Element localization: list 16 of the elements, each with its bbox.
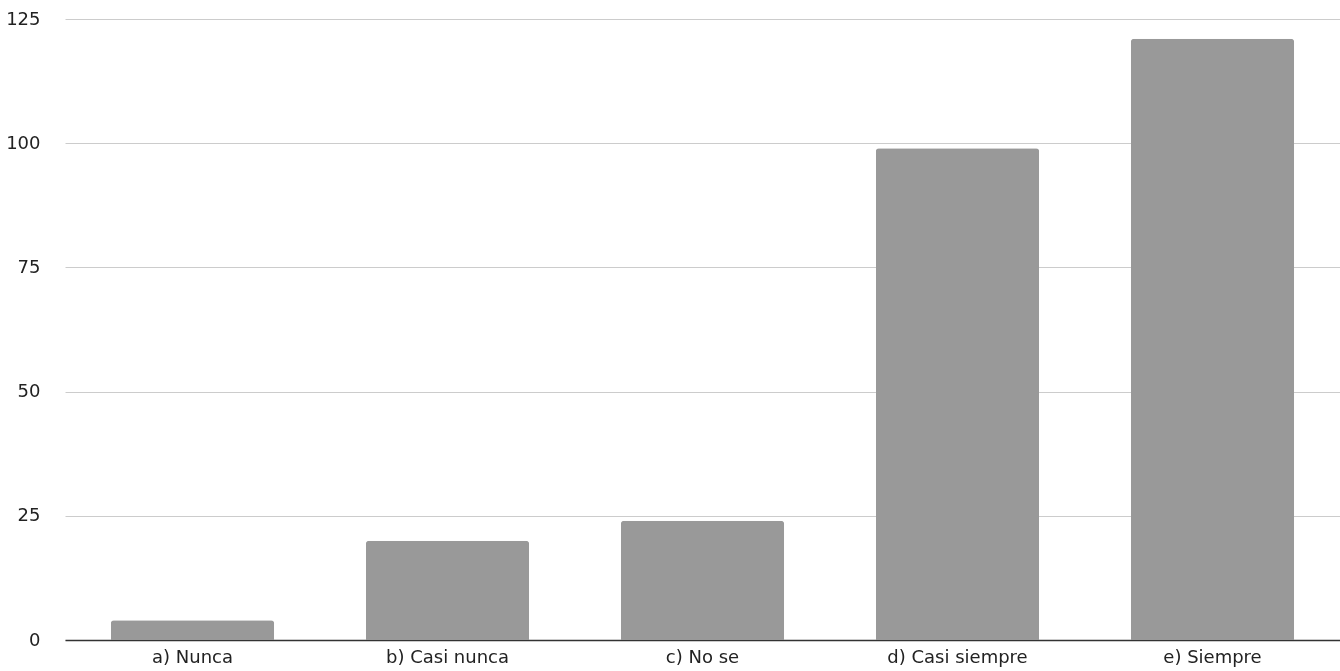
x-tick-label: c) No se xyxy=(665,645,740,667)
x-tick-label: a) Nunca xyxy=(152,645,233,667)
bar xyxy=(1130,38,1295,640)
x-tick-label: d) Casi siempre xyxy=(887,645,1028,667)
bar xyxy=(620,520,785,640)
bar xyxy=(110,620,275,640)
y-tick-label: 125 xyxy=(6,7,41,29)
x-tick-label: e) Siempre xyxy=(1163,645,1262,667)
y-tick-label: 0 xyxy=(29,628,41,650)
bar xyxy=(875,148,1040,640)
y-tick-label: 25 xyxy=(17,504,41,526)
y-tick-label: 100 xyxy=(6,131,41,153)
y-tick-label: 50 xyxy=(17,380,41,402)
bar xyxy=(365,540,530,640)
x-tick-label: b) Casi nunca xyxy=(385,645,510,667)
y-tick-label: 75 xyxy=(17,255,41,277)
